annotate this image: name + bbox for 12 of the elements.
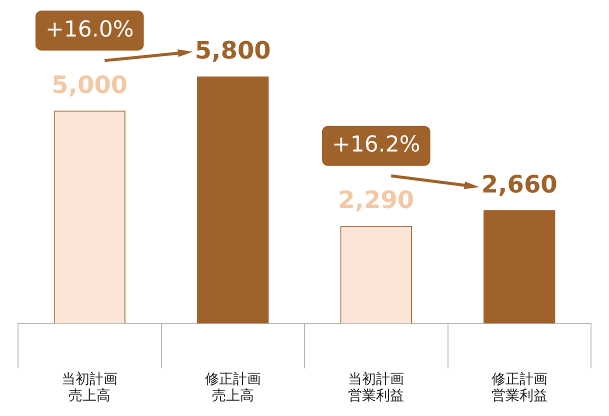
x-tick-label: 修正計画売上高 (204, 371, 261, 404)
data-label: 2,290 (338, 186, 414, 214)
data-label: 2,660 (481, 170, 558, 198)
data-label: 5,800 (194, 36, 271, 65)
x-tick-label: 当初計画売上高 (62, 371, 118, 404)
x-tick-label: 当初計画営業利益 (348, 371, 404, 404)
data-label: 5,000 (52, 70, 128, 99)
annotation: +16.2% (332, 132, 420, 158)
bar (197, 76, 269, 324)
text: +16.0% (45, 17, 134, 42)
x-tick-label: 修正計画営業利益 (491, 371, 548, 404)
bar (484, 210, 556, 324)
